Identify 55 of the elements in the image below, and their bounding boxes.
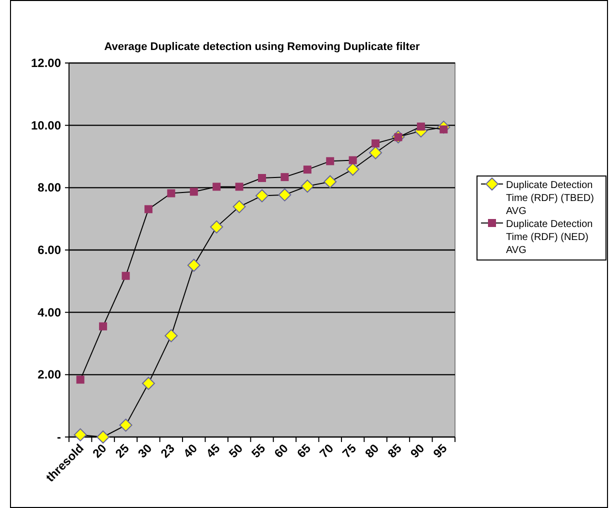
x-tick-label: 30 — [135, 441, 155, 461]
point — [346, 162, 360, 176]
point — [324, 175, 337, 188]
point — [167, 189, 176, 198]
legend-label: Duplicate Detection Time (RDF) (TBED) AVG — [506, 180, 594, 217]
point — [74, 428, 87, 442]
point — [303, 166, 312, 174]
point — [212, 182, 221, 191]
x-tick-label: 80 — [362, 441, 382, 461]
point — [210, 220, 224, 234]
x-tick-label: 95 — [430, 441, 450, 461]
y-tick-label: 10.00 — [30, 118, 62, 132]
point — [235, 182, 244, 191]
point — [142, 376, 155, 390]
y-tick-label: 12.00 — [30, 56, 62, 70]
y-tick-label: 4.00 — [38, 305, 62, 320]
x-tick-label: 85 — [385, 441, 405, 461]
legend-label: Duplicate Detection Time (RDF) (NED) AVG — [506, 219, 593, 256]
x-tick-label: 75 — [340, 441, 360, 461]
x-tick-label: 55 — [248, 441, 268, 461]
x-tick-label: 20 — [90, 441, 110, 461]
point — [326, 157, 334, 166]
point — [372, 139, 380, 148]
point — [256, 189, 268, 202]
point — [122, 272, 130, 280]
point — [119, 418, 132, 432]
point — [348, 156, 357, 164]
point — [99, 322, 108, 330]
y-tick-label: 6.00 — [38, 243, 62, 257]
point — [369, 146, 382, 160]
y-tick-label: - — [57, 430, 61, 444]
x-tick-label: 90 — [408, 441, 428, 461]
y-tick-label: 8.00 — [38, 180, 62, 195]
x-tick-label: 70 — [316, 441, 336, 461]
x-tick-label: 65 — [294, 441, 314, 461]
point — [96, 430, 110, 444]
y-tick-label: 2.00 — [38, 368, 62, 382]
point — [144, 205, 152, 214]
point — [280, 173, 289, 182]
point — [187, 258, 200, 272]
x-tick-label: 60 — [271, 441, 292, 461]
x-tick-label: 23 — [158, 441, 178, 461]
chart-title: Average Duplicate detection using Removing Duplicate filter — [104, 41, 421, 53]
point — [416, 122, 425, 131]
point — [232, 200, 246, 214]
point — [164, 329, 178, 342]
x-tick-label: 45 — [203, 441, 223, 461]
point — [258, 174, 266, 182]
x-tick-label: 40 — [180, 441, 200, 461]
point — [278, 188, 292, 202]
point — [190, 188, 198, 196]
x-tick-label: 25 — [112, 441, 132, 461]
x-tick-label: 50 — [226, 441, 246, 461]
point — [300, 180, 314, 193]
point — [76, 376, 84, 384]
